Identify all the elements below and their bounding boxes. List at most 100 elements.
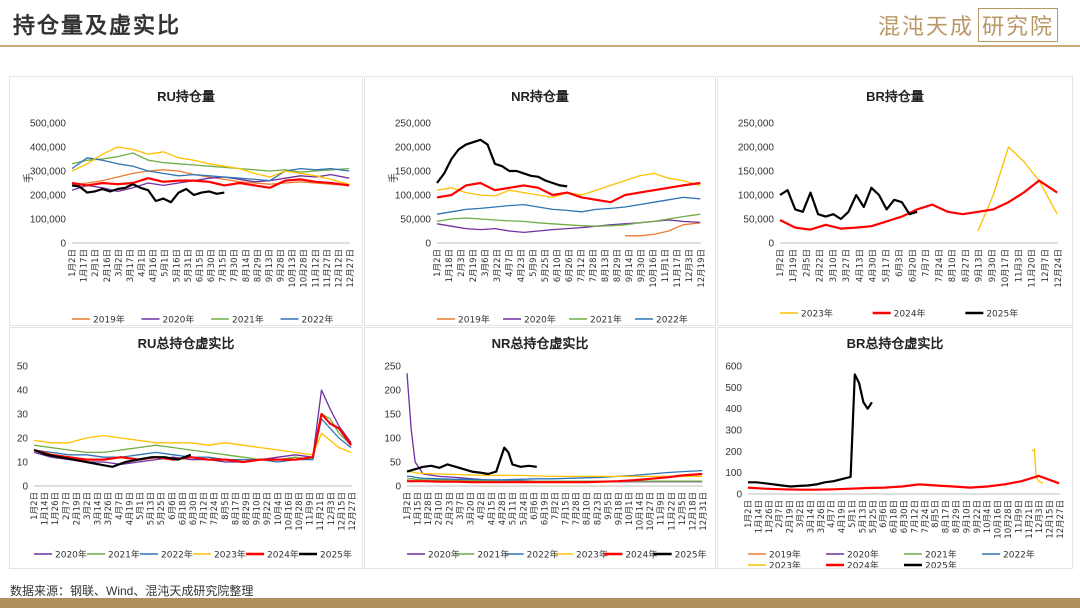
series-line-2021: [71, 152, 350, 173]
brand-logo: 混沌天成 研究院: [878, 8, 1058, 42]
x-tick-label: 10月13日: [288, 249, 298, 288]
x-tick-label: 2月3日: [457, 249, 467, 277]
legend-label-2020: 2020年: [55, 549, 87, 561]
x-tick-label: 4月30日: [869, 249, 879, 282]
legend-label-2023: 2023年: [576, 549, 608, 561]
brand-box: 研究院: [977, 8, 1058, 42]
x-tick-label: 11月21日: [316, 492, 326, 531]
x-tick-label: 2月19日: [72, 492, 82, 525]
legend-label-2023: 2023年: [769, 560, 801, 569]
legend-label-2021: 2021年: [590, 314, 622, 326]
x-tick-label: 4月19日: [125, 492, 135, 525]
x-tick-label: 4月23日: [517, 249, 527, 282]
x-tick-label: 10月16日: [994, 500, 1004, 539]
y-tick-label: 0: [768, 239, 774, 250]
chart-nr-ratio: NR总持仓虚实比 0 50 100 150 200 250 1月2日 1月15日 1月28日 2月1…: [384, 336, 709, 561]
y-tick-label: 50: [17, 362, 29, 373]
x-tick-label: 8月17日: [231, 492, 241, 525]
x-tick-label: 7月28日: [589, 249, 599, 282]
x-tick-label: 8月5日: [931, 500, 941, 528]
y-tick-label: 250: [384, 362, 401, 373]
x-tick-label: 6月26日: [565, 249, 575, 282]
x-tick-label: 9月18日: [614, 492, 624, 525]
y-tick-label: 100,000: [738, 191, 775, 202]
x-tick-label: 1月2日: [30, 492, 40, 520]
x-tick-label: 1月14日: [754, 500, 764, 533]
y-tick-label: 300,000: [30, 167, 67, 178]
x-tick-label: 6月30日: [189, 492, 199, 525]
x-tick-label: 4月28日: [498, 492, 508, 525]
legend-label-2019: 2019年: [458, 314, 490, 326]
x-tick-label: 9月30日: [637, 249, 647, 282]
y-tick-label: 200,000: [395, 143, 432, 154]
x-tick-label: 7月30日: [230, 249, 240, 282]
legend-label-2022: 2022年: [302, 314, 334, 326]
x-tick-label: 11月12日: [311, 249, 321, 288]
x-tick-label: 7月24日: [935, 249, 945, 282]
chart-panel-br-oi: BR持仓量 0 50,000 100,000 150,000 200,000 250,000…: [717, 76, 1073, 326]
y-tick-label: 0: [60, 239, 66, 250]
x-tick-label: 8月29日: [242, 492, 252, 525]
y-tick-label: 100: [384, 434, 401, 445]
series-line-2024: [436, 181, 701, 204]
x-tick-label: 12月3日: [327, 492, 337, 525]
x-tick-label: 5月25日: [157, 492, 167, 525]
legend-label-2024: 2024年: [267, 549, 299, 561]
x-tick-label: 10月16日: [284, 492, 294, 531]
x-tick-label: 10月14日: [636, 492, 646, 531]
x-tick-label: 1月18日: [445, 249, 455, 282]
x-tick-label: 7月15日: [562, 492, 572, 525]
x-tick-label: 1月2日: [776, 249, 786, 277]
x-tick-label: 10月1日: [625, 492, 635, 525]
x-tick-label: 4月13日: [855, 249, 865, 282]
series-line-2021: [33, 413, 352, 461]
y-tick-label: 0: [22, 482, 28, 493]
legend-label-2025: 2025年: [675, 549, 707, 561]
y-tick-label: 20: [17, 434, 29, 445]
x-tick-label: 10月16日: [649, 249, 659, 288]
x-tick-label: 12月19日: [697, 249, 707, 288]
bottom-bar: [0, 598, 1080, 608]
series-line-2020: [436, 219, 701, 234]
legend-label-2019: 2019年: [93, 314, 125, 326]
x-tick-label: 10月28日: [1004, 500, 1014, 539]
x-tick-label: 2月16日: [103, 249, 113, 282]
x-tick-label: 11月27日: [323, 249, 333, 288]
y-tick-label: 10: [17, 458, 29, 469]
chart-panel-br-ratio: BR总持仓虚实比 0 100 200 300 400 500 600 1月2日 1月14日 1月26…: [717, 327, 1073, 569]
x-tick-label: 10月28日: [295, 492, 305, 531]
x-tick-label: 9月14日: [625, 249, 635, 282]
y-tick-label: 400: [725, 404, 742, 415]
x-tick-label: 12月24日: [1054, 249, 1064, 288]
x-tick-label: 7月28日: [572, 492, 582, 525]
x-tick-label: 5月1日: [136, 492, 146, 520]
series-line-2021: [436, 213, 701, 227]
legend-label-2025: 2025年: [925, 560, 957, 569]
y-tick-label: 50,000: [400, 215, 431, 226]
x-tick-label: 12月3日: [1035, 500, 1045, 533]
x-tick-label: 9月10日: [962, 500, 972, 533]
x-tick-label: 12月12日: [334, 249, 344, 288]
x-tick-label: 12月3日: [685, 249, 695, 282]
y-tick-label: 50,000: [743, 215, 774, 226]
y-tick-label: 200,000: [30, 191, 67, 202]
x-tick-label: 4月1日: [138, 249, 148, 277]
series-line-2022: [407, 469, 703, 481]
legend-label-2021: 2021年: [108, 549, 140, 561]
x-tick-label: 8月10日: [948, 249, 958, 282]
y-tick-label: 200,000: [738, 143, 775, 154]
x-tick-label: 6月6日: [530, 492, 540, 520]
legend-label-2021: 2021年: [925, 549, 957, 561]
x-tick-label: 7月15日: [219, 249, 229, 282]
y-tick-label: 100,000: [30, 215, 67, 226]
legend-label-2019: 2019年: [769, 549, 801, 561]
y-tick-label: 150: [384, 410, 401, 421]
x-tick-label: 2月23日: [445, 492, 455, 525]
legend-label-2025: 2025年: [320, 549, 352, 561]
legend-label-2024: 2024年: [625, 549, 657, 561]
x-tick-label: 2月10日: [435, 492, 445, 525]
legend-label-2022: 2022年: [161, 549, 193, 561]
page-title: 持仓量及虚实比: [13, 14, 182, 39]
series-line-2023: [33, 432, 352, 456]
x-tick-label: 12月27日: [1056, 500, 1066, 539]
